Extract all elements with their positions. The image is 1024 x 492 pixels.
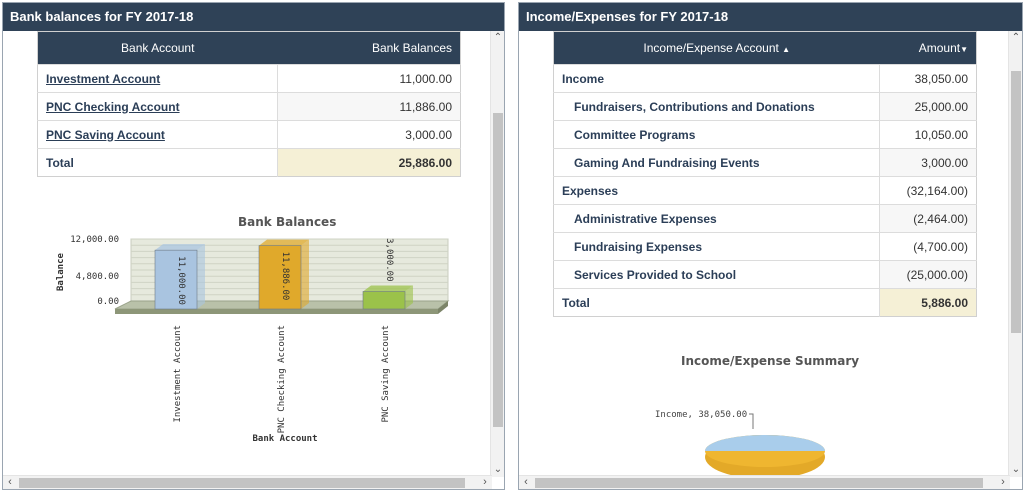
total-value: 5,886.00: [879, 288, 977, 317]
scrollbar-thumb[interactable]: [1011, 71, 1021, 333]
x-tick-label: PNC Checking Account: [277, 325, 287, 433]
amount-cell: (32,164.00): [879, 176, 977, 205]
table-row: Committee Programs 10,050.00: [553, 120, 977, 149]
account-cell: Fundraising Expenses: [553, 232, 880, 261]
scroll-right-arrow-icon[interactable]: ›: [483, 476, 487, 488]
income-expense-pie-chart: Income, 38,050.00: [655, 410, 825, 479]
account-cell: Fundraisers, Contributions and Donations: [553, 92, 880, 121]
income-expense-chart-title: Income/Expense Summary: [681, 354, 860, 368]
table-row: Expenses (32,164.00): [553, 176, 977, 205]
table-row: PNC Checking Account 11,886.00: [37, 92, 461, 121]
bank-balances-chart: Balance Bank Account 12,000.00 4,800.00 0.…: [56, 235, 450, 444]
link-pnc-saving-account[interactable]: PNC Saving Account: [46, 127, 165, 142]
amount-cell: 10,050.00: [879, 120, 977, 149]
table-row: PNC Saving Account 3,000.00: [37, 120, 461, 149]
sort-descending-icon: ▼: [960, 45, 968, 54]
account-cell: Expenses: [553, 176, 880, 205]
bar[interactable]: [362, 285, 413, 310]
header-income-expense-account[interactable]: Income/Expense Account ▲: [553, 31, 880, 65]
scrollbar-thumb[interactable]: [493, 113, 503, 427]
left-vertical-scrollbar[interactable]: ⌃ ⌄: [490, 31, 504, 477]
bar-value-label: 3,000.00: [384, 238, 394, 281]
amount-cell: (2,464.00): [879, 204, 977, 233]
total-label: Total: [553, 288, 880, 317]
header-label: Amount: [918, 41, 961, 55]
account-cell: Services Provided to School: [553, 260, 880, 289]
table-row: Administrative Expenses (2,464.00): [553, 204, 977, 233]
scrollbar-thumb[interactable]: [19, 478, 465, 488]
bar-value-label: 11,886.00: [280, 252, 290, 301]
bank-balances-panel-title: Bank balances for FY 2017-18: [3, 3, 504, 31]
header-bank-account[interactable]: Bank Account: [37, 31, 278, 65]
header-amount[interactable]: Amount▼: [879, 31, 977, 65]
account-cell: Administrative Expenses: [553, 204, 880, 233]
account-cell: Committee Programs: [553, 120, 880, 149]
x-tick-label: PNC Saving Account: [381, 325, 391, 423]
balance-cell: 11,886.00: [277, 92, 461, 121]
link-investment-account[interactable]: Investment Account: [46, 71, 161, 86]
bar[interactable]: [154, 244, 205, 310]
pie-slice-income-top: [705, 435, 825, 451]
y-tick-label: 4,800.00: [76, 272, 119, 282]
total-label: Total: [37, 148, 278, 177]
amount-cell: 3,000.00: [879, 148, 977, 177]
scroll-down-arrow-icon[interactable]: ⌄: [1011, 464, 1021, 475]
amount-cell: 38,050.00: [879, 64, 977, 93]
pie-slice-label: Income, 38,050.00: [655, 410, 747, 420]
right-vertical-scrollbar[interactable]: ⌃ ⌄: [1008, 31, 1022, 477]
amount-cell: 25,000.00: [879, 92, 977, 121]
table-row: Gaming And Fundraising Events 3,000.00: [553, 148, 977, 177]
bar-value-label: 11,000.00: [176, 256, 186, 305]
balance-cell: 11,000.00: [277, 64, 461, 93]
right-horizontal-scrollbar[interactable]: ‹ ›: [519, 475, 1010, 489]
scroll-right-arrow-icon[interactable]: ›: [1001, 476, 1005, 488]
header-label: Income/Expense Account: [643, 41, 779, 55]
income-expenses-panel-title: Income/Expenses for FY 2017-18: [519, 3, 1022, 31]
y-axis-label: Balance: [56, 252, 66, 291]
amount-cell: (25,000.00): [879, 260, 977, 289]
account-cell: Gaming And Fundraising Events: [553, 148, 880, 177]
scrollbar-thumb[interactable]: [535, 478, 983, 488]
total-row: Total 25,886.00: [37, 148, 461, 177]
bar[interactable]: [258, 239, 309, 310]
scroll-up-arrow-icon[interactable]: ⌃: [493, 32, 503, 43]
bank-balances-table: Bank Account Bank Balances Investment Ac…: [37, 31, 461, 177]
left-horizontal-scrollbar[interactable]: ‹ ›: [3, 475, 492, 489]
account-cell: Income: [553, 64, 880, 93]
scroll-down-arrow-icon[interactable]: ⌄: [493, 464, 503, 475]
link-pnc-checking-account[interactable]: PNC Checking Account: [46, 99, 180, 114]
bank-balances-panel: Bank balances for FY 2017-18 Bank Accoun…: [2, 2, 505, 490]
bank-balances-chart-title: Bank Balances: [238, 215, 337, 229]
table-row: Investment Account 11,000.00: [37, 64, 461, 93]
y-tick-label: 0.00: [97, 297, 119, 307]
income-expenses-table: Income/Expense Account ▲ Amount▼ Income 3…: [553, 31, 977, 317]
x-tick-label: Investment Account: [173, 325, 183, 423]
y-tick-label: 12,000.00: [70, 235, 119, 245]
scroll-left-arrow-icon[interactable]: ‹: [8, 476, 12, 488]
sort-ascending-icon: ▲: [782, 45, 791, 54]
total-row: Total 5,886.00: [553, 288, 977, 317]
x-axis-label: Bank Account: [252, 434, 317, 444]
table-row: Fundraising Expenses (4,700.00): [553, 232, 977, 261]
income-expenses-panel: Income/Expenses for FY 2017-18 Income/Ex…: [518, 2, 1023, 490]
amount-cell: (4,700.00): [879, 232, 977, 261]
table-row: Fundraisers, Contributions and Donations…: [553, 92, 977, 121]
table-row: Services Provided to School (25,000.00): [553, 260, 977, 289]
balance-cell: 3,000.00: [277, 120, 461, 149]
table-row: Income 38,050.00: [553, 64, 977, 93]
total-value: 25,886.00: [277, 148, 461, 177]
scroll-left-arrow-icon[interactable]: ‹: [524, 476, 528, 488]
header-bank-balances[interactable]: Bank Balances: [277, 31, 461, 65]
scroll-up-arrow-icon[interactable]: ⌃: [1011, 32, 1021, 43]
